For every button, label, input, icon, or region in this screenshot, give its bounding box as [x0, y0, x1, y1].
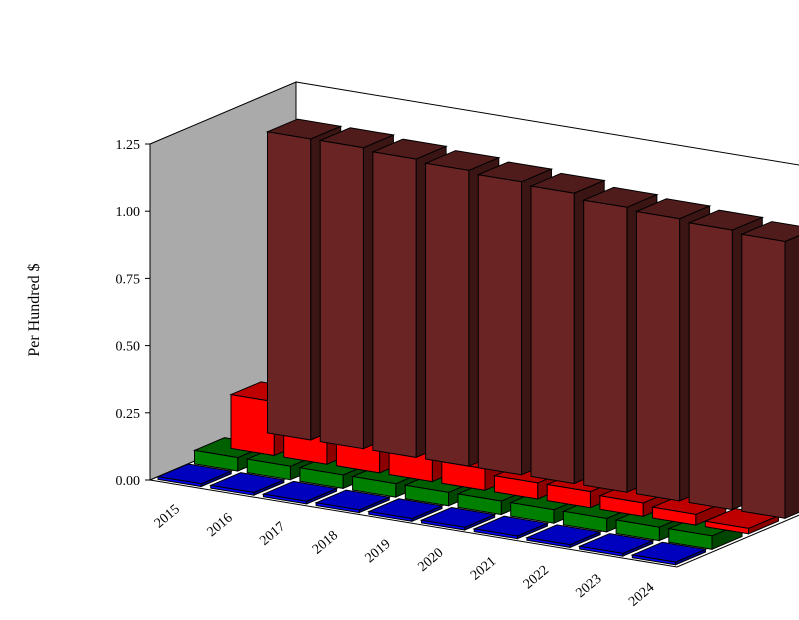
bar-front: [425, 162, 470, 467]
bar-front: [526, 537, 571, 548]
bar-front: [246, 458, 291, 481]
bar-front: [368, 510, 413, 522]
bar: [314, 489, 392, 514]
x-tick-label: 2021: [468, 554, 499, 583]
y-tick-label: 0.50: [116, 340, 141, 355]
bar-front: [494, 475, 539, 500]
bar-front: [457, 493, 502, 516]
x-tick-label: 2022: [521, 563, 552, 592]
y-axis: 0.00 0.25 0.50 0.75 1.00 1.25: [116, 138, 150, 489]
x-tick-label: 2017: [257, 519, 288, 548]
bar-front: [315, 502, 360, 514]
bar: [740, 221, 799, 520]
y-tick-label: 0.75: [116, 272, 141, 287]
x-tick-label: 2016: [205, 511, 236, 540]
y-tick-label: 0.00: [116, 474, 141, 489]
bar-front: [210, 484, 255, 496]
bar: [630, 541, 708, 566]
bar-front: [352, 475, 397, 498]
x-tick-label: 2018: [310, 528, 341, 557]
bar-front: [741, 233, 786, 519]
x-tick-label: 2015: [152, 502, 183, 531]
bar-front: [477, 174, 522, 476]
x-tick-label: 2024: [626, 580, 657, 609]
bar-front: [631, 554, 676, 566]
bar-side: [784, 234, 799, 520]
bar-front: [530, 185, 575, 485]
bar-front: [546, 483, 591, 509]
bar-front: [404, 484, 449, 507]
bar-front: [668, 528, 713, 550]
bar: [261, 480, 339, 505]
bar-front: [372, 151, 417, 458]
bar-front: [599, 495, 644, 517]
x-tick-label: 2020: [415, 545, 446, 574]
bar-front: [194, 449, 239, 472]
y-tick-label: 1.25: [116, 138, 141, 153]
bar-front: [579, 545, 624, 557]
x-tick-label: 2019: [363, 537, 394, 566]
y-tick-label: 1.00: [116, 205, 141, 220]
bar-front: [635, 210, 681, 502]
x-tick-label: 2023: [573, 572, 604, 601]
bar-front: [652, 506, 697, 526]
bar: [419, 506, 497, 531]
bar-front: [157, 476, 202, 488]
y-axis-title: Per Hundred $: [26, 263, 43, 356]
y-tick-label: 0.25: [116, 407, 141, 422]
bar: [525, 524, 602, 549]
bar: [367, 498, 444, 523]
bar-front: [615, 519, 660, 542]
bar-front: [688, 222, 733, 511]
bar-front: [421, 519, 466, 531]
bars: [156, 118, 799, 566]
bar: [472, 515, 550, 540]
bar-front: [473, 528, 518, 540]
bar-front: [262, 493, 308, 505]
bar-front: [704, 520, 749, 535]
bar-front: [562, 510, 608, 533]
bar-front: [319, 139, 364, 450]
bar: [577, 533, 655, 557]
bar: [208, 472, 286, 496]
bar: [156, 463, 233, 488]
bar-front: [299, 467, 344, 489]
bar-front: [510, 502, 555, 524]
bar-front: [583, 199, 628, 493]
bar-front: [267, 131, 312, 441]
